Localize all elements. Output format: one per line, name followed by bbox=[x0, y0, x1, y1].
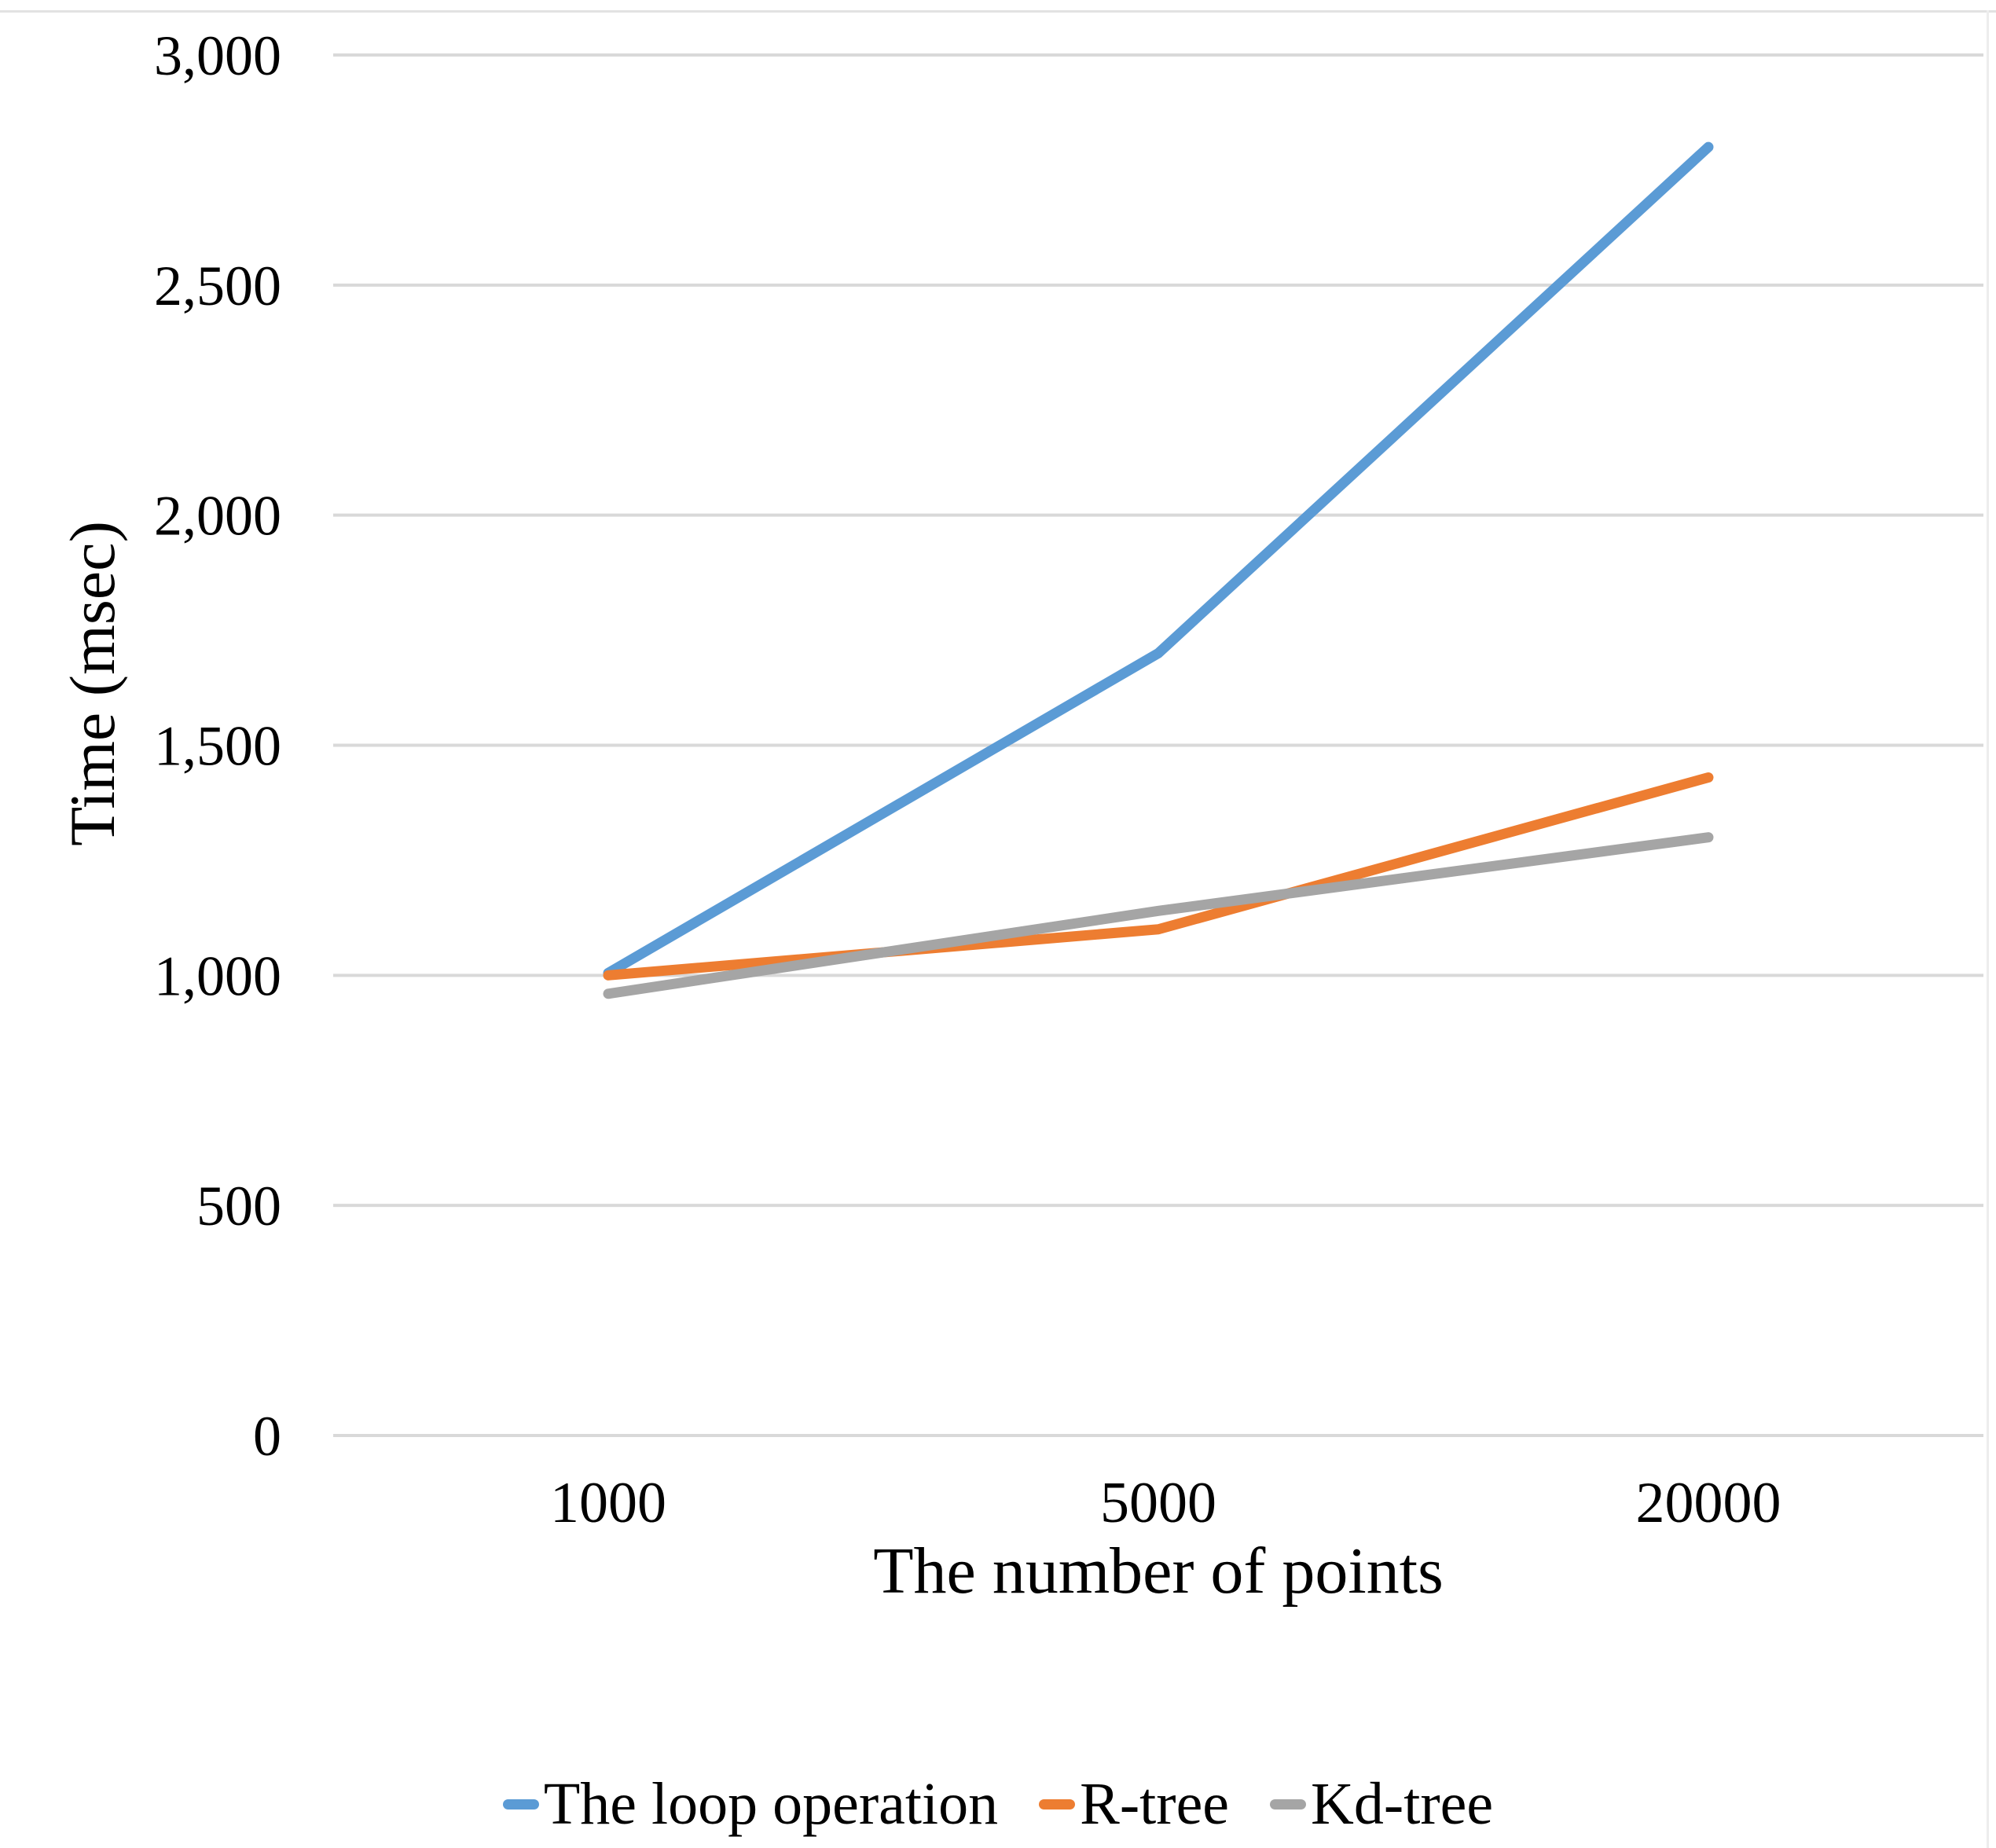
series-line-r-tree bbox=[603, 772, 1714, 981]
y-axis-title: Time (msec) bbox=[57, 521, 128, 846]
x-tick-label: 5000 bbox=[1100, 1471, 1216, 1535]
figure-right-border bbox=[1987, 10, 1989, 1848]
y-tick-label: 3,000 bbox=[154, 24, 281, 87]
x-tick-label: 1000 bbox=[550, 1471, 666, 1535]
legend-label-kd-tree: Kd-tree bbox=[1311, 1771, 1494, 1837]
y-tick-label: 1,500 bbox=[154, 715, 281, 778]
figure-top-border bbox=[0, 10, 1996, 13]
legend: The loop operation R-tree Kd-tree bbox=[0, 1774, 1996, 1834]
legend-swatch-loop-operation bbox=[502, 1798, 539, 1810]
x-axis-title: The number of points bbox=[873, 1534, 1444, 1608]
legend-label-r-tree: R-tree bbox=[1080, 1771, 1230, 1837]
series-line-the-loop-operation bbox=[603, 141, 1714, 978]
y-tick-label: 2,500 bbox=[154, 255, 281, 317]
legend-swatch-kd-tree bbox=[1270, 1798, 1307, 1810]
y-tick-label: 1,000 bbox=[154, 944, 281, 1007]
legend-item-kd-tree: Kd-tree bbox=[1270, 1774, 1493, 1834]
legend-label-loop-operation: The loop operation bbox=[543, 1771, 999, 1837]
legend-item-loop-operation: The loop operation bbox=[502, 1771, 999, 1837]
x-tick-label: 20000 bbox=[1636, 1471, 1781, 1535]
y-tick-label: 2,000 bbox=[154, 485, 281, 548]
series-line-kd-tree bbox=[603, 832, 1714, 999]
y-tick-label: 0 bbox=[253, 1405, 281, 1468]
legend-item-r-tree: R-tree bbox=[1039, 1774, 1229, 1834]
y-tick-label: 500 bbox=[196, 1175, 281, 1238]
legend-swatch-r-tree bbox=[1039, 1798, 1076, 1810]
